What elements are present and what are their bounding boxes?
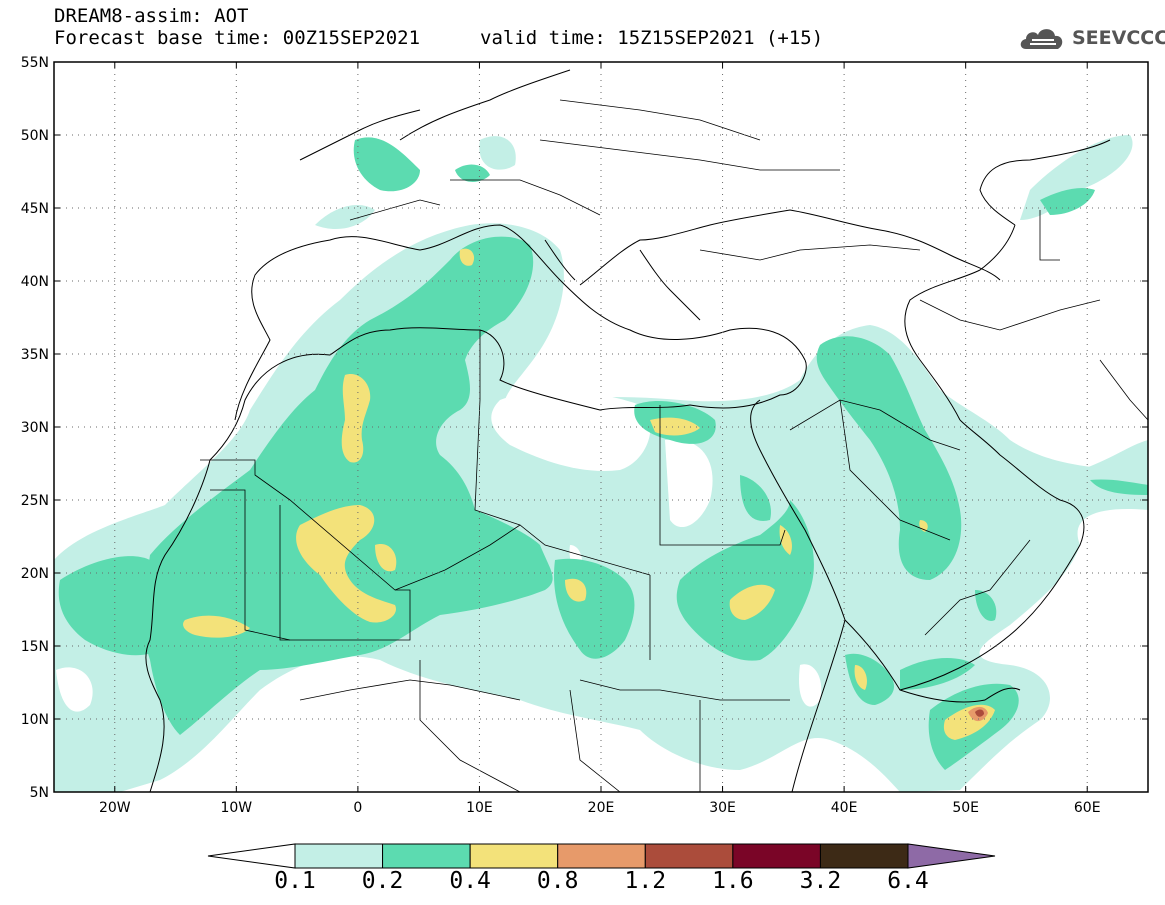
colorbar-segment bbox=[644, 843, 734, 869]
colorbar-under-arrow bbox=[207, 843, 296, 869]
gridlines bbox=[54, 62, 1148, 792]
colorbar-segment bbox=[557, 843, 646, 869]
lon-tick-label: 30E bbox=[709, 800, 736, 816]
lon-tick-label: 40E bbox=[831, 800, 858, 816]
colorbar-level-label: 0.4 bbox=[449, 868, 491, 894]
aot-field bbox=[54, 62, 1148, 792]
lat-tick-label: 15N bbox=[21, 639, 49, 655]
colorbar-level-label: 1.6 bbox=[712, 868, 754, 894]
logo-text: SEEVCCC bbox=[1072, 27, 1165, 49]
lon-tick-label: 10E bbox=[466, 800, 493, 816]
colorbar-segment bbox=[294, 843, 384, 869]
colorbar-level-label: 3.2 bbox=[799, 868, 842, 894]
valid-time-label: valid time: 15Z15SEP2021 (+15) bbox=[480, 27, 824, 49]
colorbar-level-label: 0.8 bbox=[536, 868, 579, 894]
lon-tick-label: 10W bbox=[220, 800, 252, 816]
lon-tick-label: 50E bbox=[952, 800, 979, 816]
colorbar-segment bbox=[469, 843, 559, 869]
colorbar-level-label: 6.4 bbox=[887, 868, 929, 894]
lat-tick-label: 20N bbox=[21, 566, 49, 582]
lon-tick-label: 60E bbox=[1074, 800, 1101, 816]
lat-tick-label: 55N bbox=[21, 55, 49, 71]
colorbar-level-label: 1.2 bbox=[624, 868, 667, 894]
coastlines bbox=[145, 69, 1111, 792]
seevccc-logo: SEEVCCC bbox=[1018, 22, 1165, 54]
aot-gaps bbox=[56, 390, 822, 712]
country-borders bbox=[200, 99, 1148, 792]
lon-tick-label: 20W bbox=[99, 800, 131, 816]
colorbar-segment bbox=[382, 843, 471, 869]
lon-tick-label: 0 bbox=[353, 800, 362, 816]
axis-tick-labels: 20W 10W 0 10E 20E 30E 40E 50E 60E 5N 10N 15N 20N 25N 3… bbox=[21, 55, 1101, 816]
axis-ticks bbox=[54, 61, 1148, 793]
colorbar-level-label: 0.2 bbox=[361, 868, 404, 894]
base-time-label: Forecast base time: 00Z15SEP2021 bbox=[54, 27, 421, 49]
lat-tick-label: 35N bbox=[21, 347, 49, 363]
lat-tick-label: 10N bbox=[21, 712, 49, 728]
colorbar-over-arrow bbox=[907, 843, 996, 869]
aot-band-1.2-1.6 bbox=[975, 709, 984, 717]
colorbar-segment bbox=[732, 843, 821, 869]
lat-tick-label: 50N bbox=[21, 128, 49, 144]
lat-tick-label: 25N bbox=[21, 493, 49, 509]
lat-tick-label: 40N bbox=[21, 274, 49, 290]
colorbar-level-label: 0.1 bbox=[274, 868, 316, 894]
cloud-icon bbox=[1020, 29, 1063, 49]
colorbar bbox=[207, 843, 996, 869]
lat-tick-label: 5N bbox=[30, 785, 49, 801]
lat-tick-label: 45N bbox=[21, 201, 49, 217]
colorbar-segment bbox=[819, 843, 909, 869]
lon-tick-label: 20E bbox=[588, 800, 615, 816]
map-title: DREAM8-assim: AOT bbox=[54, 5, 249, 27]
lat-tick-label: 30N bbox=[21, 420, 49, 436]
